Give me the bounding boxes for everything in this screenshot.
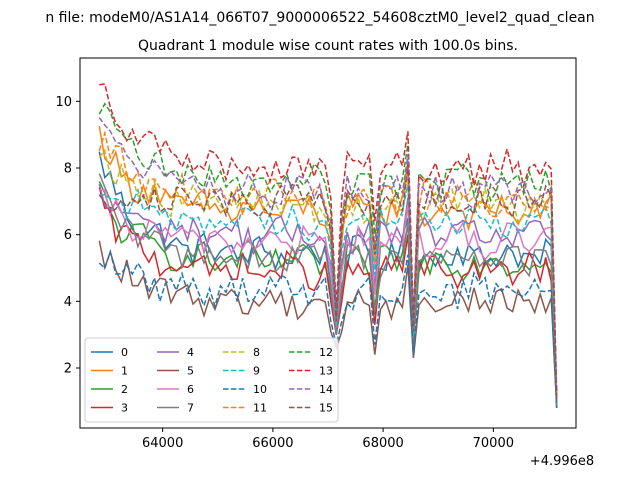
- y-tick-label: 8: [64, 162, 72, 177]
- legend-label-10: 10: [253, 383, 267, 396]
- legend-label-8: 8: [253, 346, 260, 359]
- legend-label-7: 7: [187, 402, 194, 415]
- series-line-7: [98, 173, 558, 405]
- legend-label-12: 12: [319, 346, 333, 359]
- series-line-12: [98, 102, 558, 399]
- x-tick-label: 70000: [473, 436, 514, 451]
- series-line-9: [99, 184, 558, 402]
- legend-label-3: 3: [121, 402, 128, 415]
- legend-label-2: 2: [121, 383, 128, 396]
- y-axis: 2 4 6 8 10: [55, 95, 80, 377]
- y-tick-label: 10: [55, 95, 72, 110]
- y-tick-label: 4: [64, 295, 72, 310]
- series-line-10: [98, 249, 558, 409]
- x-offset-label: +4.996e8: [530, 454, 594, 469]
- legend-label-13: 13: [319, 365, 333, 378]
- legend-label-6: 6: [187, 383, 194, 396]
- legend-label-15: 15: [319, 402, 333, 415]
- figure-suptitle: n file: modeM0/AS1A14_066T07_9000006522_…: [45, 10, 594, 26]
- series-line-13: [99, 83, 558, 395]
- y-tick-label: 6: [64, 228, 72, 243]
- legend-label-11: 11: [253, 402, 267, 415]
- plot-frame: [79, 57, 577, 429]
- legend-label-9: 9: [253, 365, 260, 378]
- series-line-15: [98, 164, 558, 402]
- series-layer: [98, 83, 558, 409]
- series-line-6: [99, 188, 558, 402]
- x-tick-label: 68000: [362, 436, 403, 451]
- x-tick-label: 66000: [252, 436, 293, 451]
- legend-label-14: 14: [319, 383, 333, 396]
- chart-title: Quadrant 1 module wise count rates with …: [138, 38, 518, 54]
- x-axis: 64000 66000 68000 70000: [142, 428, 514, 451]
- series-line-14: [98, 117, 558, 399]
- series-line-3: [98, 187, 558, 405]
- legend-label-4: 4: [187, 346, 194, 359]
- legend-label-0: 0: [121, 346, 128, 359]
- legend-box: [84, 337, 339, 423]
- x-tick-label: 64000: [142, 436, 183, 451]
- series-line-5: [98, 240, 558, 409]
- y-tick-label: 2: [64, 362, 72, 377]
- legend-label-1: 1: [121, 365, 128, 378]
- legend-label-5: 5: [187, 365, 194, 378]
